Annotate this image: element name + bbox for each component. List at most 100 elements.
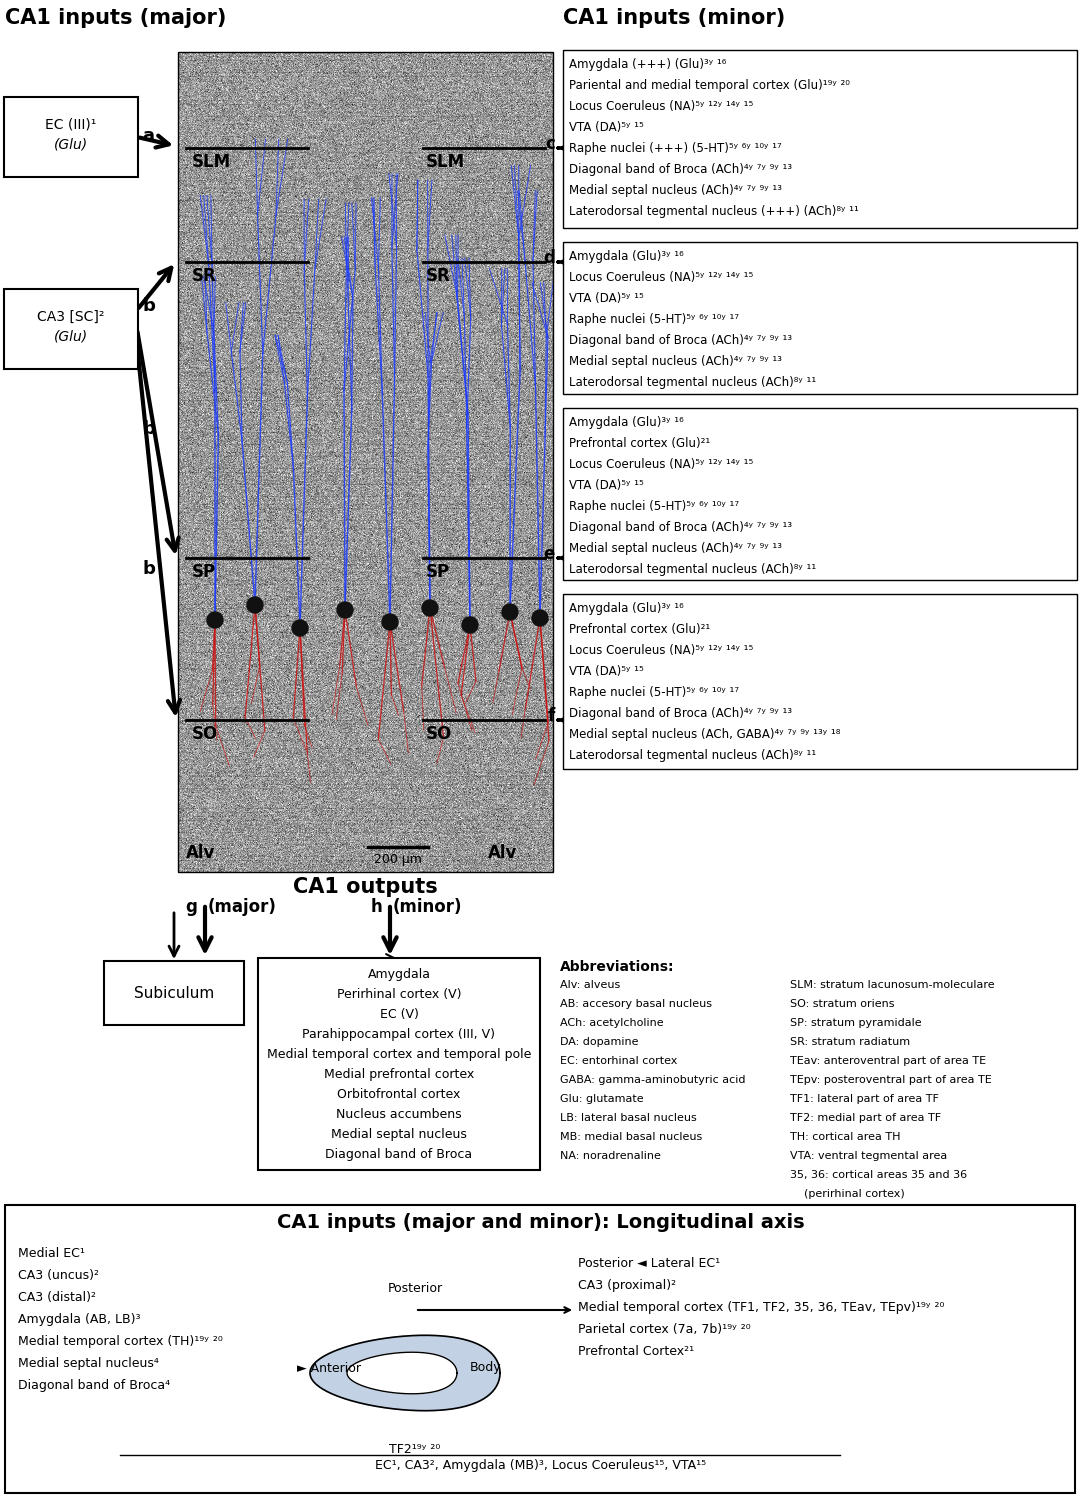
Circle shape bbox=[207, 612, 223, 628]
Text: ► Anterior: ► Anterior bbox=[296, 1362, 361, 1374]
Text: Prefrontal cortex (Glu)²¹: Prefrontal cortex (Glu)²¹ bbox=[569, 436, 710, 450]
Text: Diagonal band of Broca (ACh)⁴ʸ ⁷ʸ ⁹ʸ ¹³: Diagonal band of Broca (ACh)⁴ʸ ⁷ʸ ⁹ʸ ¹³ bbox=[569, 164, 792, 176]
Text: SP: SP bbox=[426, 562, 450, 580]
Text: Orbitofrontal cortex: Orbitofrontal cortex bbox=[338, 1088, 461, 1101]
Text: SP: stratum pyramidale: SP: stratum pyramidale bbox=[790, 1019, 922, 1028]
Text: Diagonal band of Broca⁴: Diagonal band of Broca⁴ bbox=[18, 1378, 170, 1392]
Text: Locus Coeruleus (NA)⁵ʸ ¹²ʸ ¹⁴ʸ ¹⁵: Locus Coeruleus (NA)⁵ʸ ¹²ʸ ¹⁴ʸ ¹⁵ bbox=[569, 272, 753, 284]
Text: TEav: anteroventral part of area TE: TEav: anteroventral part of area TE bbox=[790, 1056, 986, 1066]
FancyBboxPatch shape bbox=[4, 290, 138, 369]
Text: Laterodorsal tegmental nucleus (ACh)⁸ʸ ¹¹: Laterodorsal tegmental nucleus (ACh)⁸ʸ ¹… bbox=[569, 562, 816, 576]
Text: SLM: SLM bbox=[426, 153, 465, 171]
Text: (Glu): (Glu) bbox=[54, 138, 88, 152]
Text: AB: accesory basal nucleus: AB: accesory basal nucleus bbox=[560, 999, 712, 1010]
Text: GABA: gamma-aminobutyric acid: GABA: gamma-aminobutyric acid bbox=[560, 1076, 745, 1084]
Bar bbox=[5, 1204, 1076, 1492]
Text: Diagonal band of Broca (ACh)⁴ʸ ⁷ʸ ⁹ʸ ¹³: Diagonal band of Broca (ACh)⁴ʸ ⁷ʸ ⁹ʸ ¹³ bbox=[569, 520, 792, 534]
Polygon shape bbox=[347, 1352, 457, 1394]
Text: Amygdala (AB, LB)³: Amygdala (AB, LB)³ bbox=[18, 1312, 141, 1326]
Text: e: e bbox=[543, 544, 555, 562]
Text: SO: SO bbox=[426, 724, 452, 742]
Text: DA: dopamine: DA: dopamine bbox=[560, 1036, 638, 1047]
Text: Raphe nuclei (5-HT)⁵ʸ ⁶ʸ ¹⁰ʸ ¹⁷: Raphe nuclei (5-HT)⁵ʸ ⁶ʸ ¹⁰ʸ ¹⁷ bbox=[569, 500, 739, 513]
Circle shape bbox=[247, 597, 263, 613]
Text: CA1 inputs (minor): CA1 inputs (minor) bbox=[563, 8, 786, 28]
Text: Prefrontal Cortex²¹: Prefrontal Cortex²¹ bbox=[578, 1346, 695, 1358]
Text: ACh: acetylcholine: ACh: acetylcholine bbox=[560, 1019, 663, 1028]
Text: VTA (DA)⁵ʸ ¹⁵: VTA (DA)⁵ʸ ¹⁵ bbox=[569, 122, 644, 134]
Text: Amygdala (Glu)³ʸ ¹⁶: Amygdala (Glu)³ʸ ¹⁶ bbox=[569, 416, 684, 429]
Text: 200 μm: 200 μm bbox=[374, 853, 422, 865]
Text: Nucleus accumbens: Nucleus accumbens bbox=[337, 1108, 462, 1120]
Bar bbox=[563, 594, 1077, 770]
Text: Medial septal nucleus (ACh, GABA)⁴ʸ ⁷ʸ ⁹ʸ ¹³ʸ ¹⁸: Medial septal nucleus (ACh, GABA)⁴ʸ ⁷ʸ ⁹… bbox=[569, 728, 841, 741]
Text: g: g bbox=[185, 898, 197, 916]
Circle shape bbox=[502, 604, 518, 619]
Text: SLM: stratum lacunosum-moleculare: SLM: stratum lacunosum-moleculare bbox=[790, 980, 994, 990]
Text: Amygdala (+++) (Glu)³ʸ ¹⁶: Amygdala (+++) (Glu)³ʸ ¹⁶ bbox=[569, 58, 726, 70]
Text: Abbreviations:: Abbreviations: bbox=[560, 960, 674, 974]
Polygon shape bbox=[311, 1335, 500, 1410]
Circle shape bbox=[382, 614, 398, 630]
Bar bbox=[563, 50, 1077, 228]
Text: f: f bbox=[547, 706, 555, 724]
Text: Medial septal nucleus: Medial septal nucleus bbox=[331, 1128, 467, 1142]
Text: SP: SP bbox=[192, 562, 216, 580]
FancyBboxPatch shape bbox=[104, 962, 245, 1024]
Text: EC: entorhinal cortex: EC: entorhinal cortex bbox=[560, 1056, 677, 1066]
Text: Prefrontal cortex (Glu)²¹: Prefrontal cortex (Glu)²¹ bbox=[569, 622, 710, 636]
Text: Medial septal nucleus (ACh)⁴ʸ ⁷ʸ ⁹ʸ ¹³: Medial septal nucleus (ACh)⁴ʸ ⁷ʸ ⁹ʸ ¹³ bbox=[569, 542, 782, 555]
Text: Raphe nuclei (5-HT)⁵ʸ ⁶ʸ ¹⁰ʸ ¹⁷: Raphe nuclei (5-HT)⁵ʸ ⁶ʸ ¹⁰ʸ ¹⁷ bbox=[569, 686, 739, 699]
Text: Raphe nuclei (+++) (5-HT)⁵ʸ ⁶ʸ ¹⁰ʸ ¹⁷: Raphe nuclei (+++) (5-HT)⁵ʸ ⁶ʸ ¹⁰ʸ ¹⁷ bbox=[569, 142, 782, 154]
Text: b: b bbox=[142, 420, 155, 438]
Text: Diagonal band of Broca: Diagonal band of Broca bbox=[326, 1148, 473, 1161]
Text: EC (V): EC (V) bbox=[380, 1008, 419, 1022]
Text: Posterior: Posterior bbox=[387, 1282, 443, 1294]
Text: Medial prefrontal cortex: Medial prefrontal cortex bbox=[324, 1068, 474, 1082]
Bar bbox=[563, 408, 1077, 580]
Text: Subiculum: Subiculum bbox=[134, 986, 214, 1000]
Text: Perirhinal cortex (V): Perirhinal cortex (V) bbox=[337, 988, 461, 1000]
FancyBboxPatch shape bbox=[4, 98, 138, 177]
Text: c: c bbox=[545, 135, 555, 153]
Text: Medial temporal cortex (TF1, TF2, 35, 36, TEav, TEpv)¹⁹ʸ ²⁰: Medial temporal cortex (TF1, TF2, 35, 36… bbox=[578, 1300, 945, 1314]
Text: Medial temporal cortex (TH)¹⁹ʸ ²⁰: Medial temporal cortex (TH)¹⁹ʸ ²⁰ bbox=[18, 1335, 223, 1348]
Text: Parahippocampal cortex (III, V): Parahippocampal cortex (III, V) bbox=[303, 1028, 496, 1041]
Circle shape bbox=[292, 620, 308, 636]
Text: Medial septal nucleus⁴: Medial septal nucleus⁴ bbox=[18, 1358, 159, 1370]
Text: Posterior ◄ Lateral EC¹: Posterior ◄ Lateral EC¹ bbox=[578, 1257, 721, 1270]
Text: Glu: glutamate: Glu: glutamate bbox=[560, 1094, 644, 1104]
Text: Locus Coeruleus (NA)⁵ʸ ¹²ʸ ¹⁴ʸ ¹⁵: Locus Coeruleus (NA)⁵ʸ ¹²ʸ ¹⁴ʸ ¹⁵ bbox=[569, 644, 753, 657]
Text: Diagonal band of Broca (ACh)⁴ʸ ⁷ʸ ⁹ʸ ¹³: Diagonal band of Broca (ACh)⁴ʸ ⁷ʸ ⁹ʸ ¹³ bbox=[569, 334, 792, 346]
Text: Medial septal nucleus (ACh)⁴ʸ ⁷ʸ ⁹ʸ ¹³: Medial septal nucleus (ACh)⁴ʸ ⁷ʸ ⁹ʸ ¹³ bbox=[569, 184, 782, 196]
Text: Alv: Alv bbox=[186, 844, 215, 862]
Text: CA1 inputs (major and minor): Longitudinal axis: CA1 inputs (major and minor): Longitudin… bbox=[277, 1214, 805, 1231]
Text: (perirhinal cortex): (perirhinal cortex) bbox=[790, 1190, 905, 1198]
Text: VTA (DA)⁵ʸ ¹⁵: VTA (DA)⁵ʸ ¹⁵ bbox=[569, 292, 644, 304]
Bar bbox=[179, 53, 553, 871]
Text: NA: noradrenaline: NA: noradrenaline bbox=[560, 1150, 661, 1161]
Circle shape bbox=[532, 610, 547, 626]
Text: d: d bbox=[543, 249, 555, 267]
Text: Laterodorsal tegmental nucleus (+++) (ACh)⁸ʸ ¹¹: Laterodorsal tegmental nucleus (+++) (AC… bbox=[569, 206, 859, 218]
Text: CA3 (proximal)²: CA3 (proximal)² bbox=[578, 1280, 676, 1292]
Text: Alv: alveus: Alv: alveus bbox=[560, 980, 620, 990]
Text: Amygdala: Amygdala bbox=[368, 968, 431, 981]
Text: CA1 outputs: CA1 outputs bbox=[292, 878, 437, 897]
Text: TF2: medial part of area TF: TF2: medial part of area TF bbox=[790, 1113, 941, 1124]
Text: Amygdala (Glu)³ʸ ¹⁶: Amygdala (Glu)³ʸ ¹⁶ bbox=[569, 602, 684, 615]
Text: (minor): (minor) bbox=[393, 898, 462, 916]
Text: Alv: Alv bbox=[488, 844, 517, 862]
Text: TEpv: posteroventral part of area TE: TEpv: posteroventral part of area TE bbox=[790, 1076, 992, 1084]
Circle shape bbox=[462, 616, 478, 633]
Text: EC (III)¹: EC (III)¹ bbox=[45, 118, 96, 132]
Text: VTA (DA)⁵ʸ ¹⁵: VTA (DA)⁵ʸ ¹⁵ bbox=[569, 664, 644, 678]
Text: CA1 inputs (major): CA1 inputs (major) bbox=[5, 8, 226, 28]
Bar bbox=[258, 958, 540, 1170]
Text: CA3 (distal)²: CA3 (distal)² bbox=[18, 1292, 96, 1304]
Text: (major): (major) bbox=[208, 898, 277, 916]
Text: CA3 [SC]²: CA3 [SC]² bbox=[37, 310, 105, 324]
Text: SR: SR bbox=[426, 267, 451, 285]
Bar bbox=[563, 242, 1077, 394]
Text: SO: SO bbox=[192, 724, 219, 742]
